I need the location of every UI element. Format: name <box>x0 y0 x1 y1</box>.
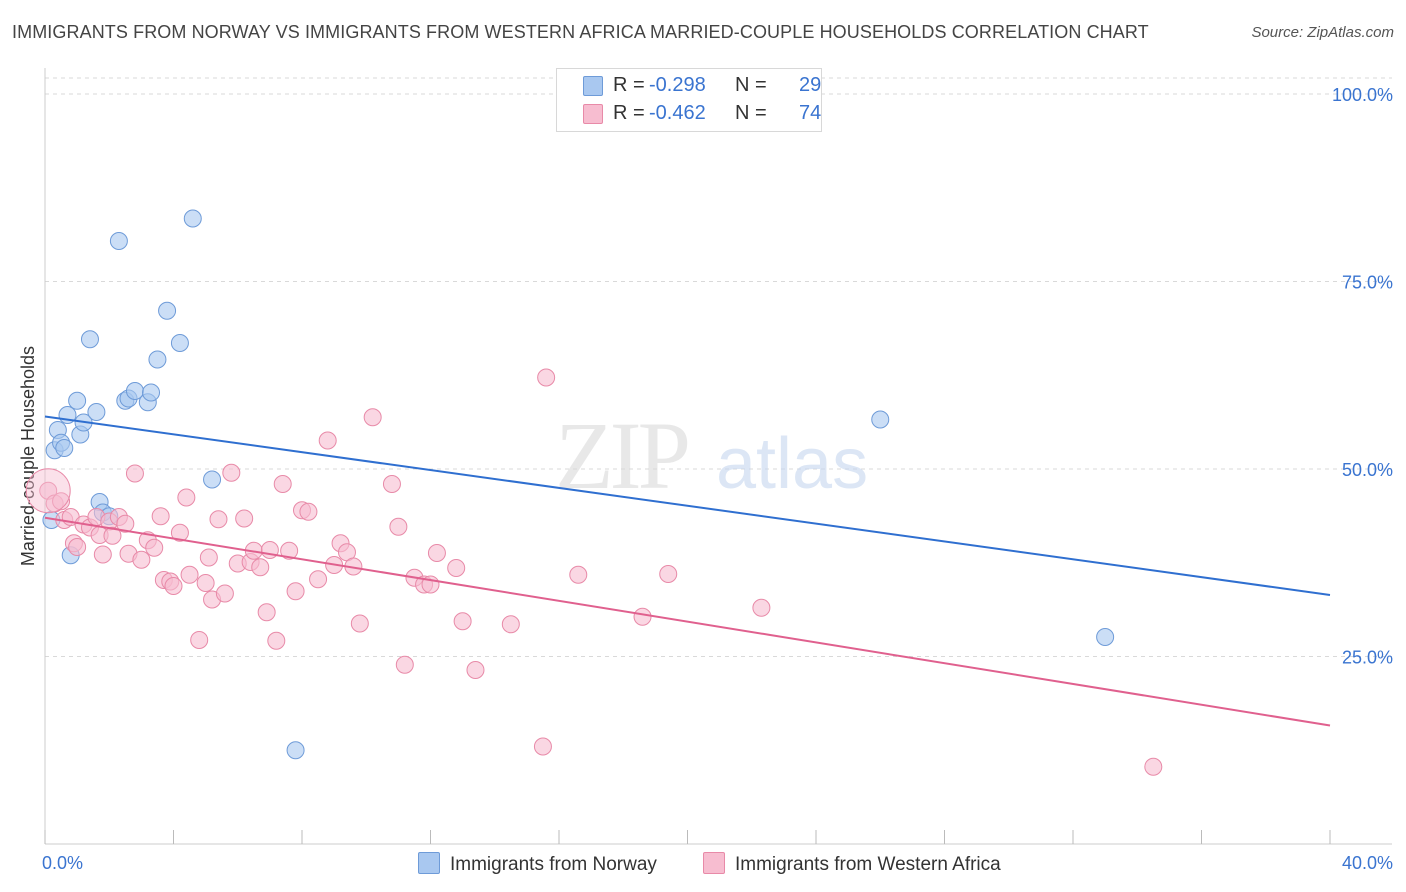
norway-point <box>183 209 202 228</box>
trend-line-norway <box>44 415 1331 596</box>
chart-title: IMMIGRANTS FROM NORWAY VS IMMIGRANTS FRO… <box>12 22 1149 42</box>
western-africa-point <box>569 565 588 584</box>
legend-swatch-western-africa <box>703 852 725 874</box>
western-africa-point <box>273 475 292 493</box>
western-africa-point <box>125 464 144 483</box>
western-africa-point <box>68 538 87 556</box>
legend-swatch-norway <box>418 852 440 874</box>
western-africa-point-large <box>25 468 71 514</box>
western-africa-point <box>382 475 401 493</box>
series-legend: Immigrants from Norway Immigrants from W… <box>0 852 1406 878</box>
scatter-points <box>25 209 1163 776</box>
western-africa-point <box>280 541 299 560</box>
western-africa-point <box>427 544 446 562</box>
x-tick-labels: 0.0% 40.0% <box>42 830 1393 873</box>
western-africa-point <box>196 574 215 592</box>
y-tick-labels: 25.0% 50.0% 75.0% 100.0% <box>1332 85 1393 668</box>
western-africa-point <box>466 661 485 679</box>
western-africa-point <box>151 507 170 526</box>
legend-label-norway: Immigrants from Norway <box>450 854 657 875</box>
legend-n-value: 74 <box>799 102 822 124</box>
norway-point <box>148 350 167 369</box>
western-africa-point <box>180 565 199 584</box>
axes <box>44 68 1392 845</box>
western-africa-point <box>103 526 122 545</box>
western-africa-point <box>52 492 71 511</box>
norway-point <box>68 391 87 410</box>
western-africa-point <box>215 584 234 603</box>
trend-line-western-africa <box>44 516 1331 727</box>
western-africa-point <box>752 598 771 617</box>
western-africa-point <box>299 502 318 521</box>
legend-swatch-western-africa <box>583 104 603 124</box>
western-africa-point <box>257 603 276 622</box>
legend-n-label: N = <box>735 74 767 96</box>
norway-point <box>80 330 99 349</box>
legend-n-label: N = <box>735 102 767 124</box>
y-tick-label: 75.0% <box>1342 273 1393 293</box>
western-africa-point <box>453 612 472 631</box>
norway-point <box>87 403 106 421</box>
western-africa-point <box>93 545 112 564</box>
western-africa-point <box>170 523 189 542</box>
legend-item-norway[interactable]: Immigrants from Norway <box>418 852 657 876</box>
legend-label-western-africa: Immigrants from Western Africa <box>735 854 1001 875</box>
legend-r-label: R = <box>613 74 645 96</box>
legend-r-label: R = <box>613 102 645 124</box>
norway-point <box>871 410 890 429</box>
western-africa-point <box>633 607 652 626</box>
legend-r-value: -0.298 <box>649 74 706 96</box>
western-africa-point <box>447 559 466 577</box>
western-africa-point <box>209 510 228 529</box>
trend-lines <box>44 415 1331 727</box>
western-africa-point <box>363 408 382 427</box>
western-africa-point <box>533 737 552 756</box>
legend-swatch-norway <box>583 76 603 96</box>
watermark-zip: ZIP <box>555 402 688 509</box>
western-africa-point <box>501 615 520 634</box>
western-africa-point <box>145 538 164 557</box>
western-africa-point <box>235 509 254 528</box>
western-africa-point <box>318 431 337 450</box>
norway-point <box>142 383 161 402</box>
norway-point <box>1096 628 1115 646</box>
western-africa-point <box>116 514 135 533</box>
western-africa-point <box>350 614 369 633</box>
western-africa-point <box>1144 757 1163 776</box>
y-axis-label: Married-couple Households <box>18 346 38 566</box>
norway-point <box>109 232 128 250</box>
western-africa-point <box>309 570 328 589</box>
norway-point <box>203 470 222 489</box>
norway-point <box>158 301 177 320</box>
legend-item-western-africa[interactable]: Immigrants from Western Africa <box>703 852 1001 876</box>
western-africa-point <box>395 655 414 674</box>
x-tick-label: 40.0% <box>1342 853 1393 873</box>
western-africa-point <box>222 463 241 482</box>
norway-point <box>55 439 74 457</box>
x-tick-label: 0.0% <box>42 853 83 873</box>
norway-point <box>286 741 305 760</box>
western-africa-point <box>389 517 408 536</box>
western-africa-point <box>251 558 270 577</box>
western-africa-point <box>199 548 218 567</box>
western-africa-point <box>537 368 556 387</box>
watermark-atlas: atlas <box>716 424 868 504</box>
norway-point <box>170 334 189 352</box>
western-africa-point <box>286 582 305 601</box>
western-africa-point <box>164 577 183 595</box>
source-credit: Source: ZipAtlas.com <box>1251 24 1394 41</box>
y-tick-label: 50.0% <box>1342 460 1393 480</box>
y-tick-label: 100.0% <box>1332 85 1393 105</box>
western-africa-point <box>267 631 286 650</box>
correlation-legend: R = -0.298 N = 29 R = -0.462 N = 74 <box>556 68 822 132</box>
y-tick-label: 25.0% <box>1342 648 1393 668</box>
legend-r-value: -0.462 <box>649 102 706 124</box>
western-africa-point <box>132 550 151 569</box>
western-africa-point <box>190 631 209 649</box>
legend-n-value: 29 <box>799 74 822 96</box>
western-africa-point <box>659 565 678 583</box>
western-africa-point <box>177 488 196 507</box>
